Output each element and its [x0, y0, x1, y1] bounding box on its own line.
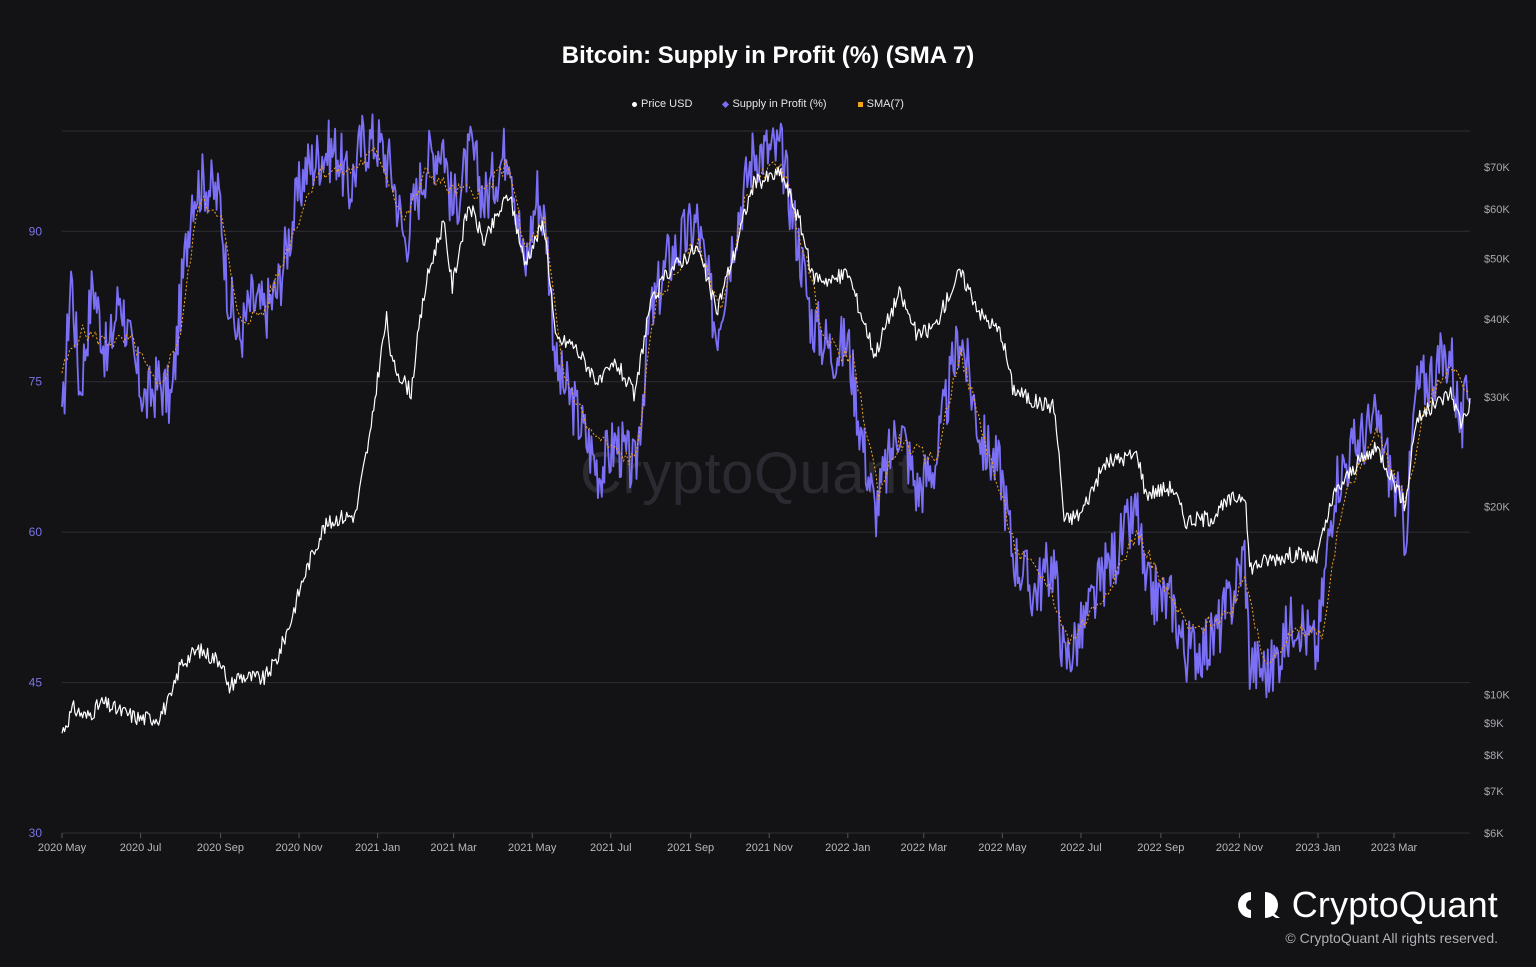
y-left-tick-60: 60 [29, 525, 43, 539]
x-tick-13: 2022 Jul [1060, 842, 1102, 854]
x-tick-0: 2020 May [38, 842, 87, 854]
x-tick-8: 2021 Sep [667, 842, 714, 854]
y-right-tick-0: $6K [1484, 828, 1504, 840]
x-tick-2: 2020 Sep [197, 842, 244, 854]
y-right-tick-10: $70K [1484, 162, 1510, 174]
x-tick-3: 2020 Nov [275, 842, 323, 854]
y-right-tick-4: $10K [1484, 690, 1510, 702]
x-tick-11: 2022 Mar [901, 842, 948, 854]
x-tick-10: 2022 Jan [825, 842, 870, 854]
y-left-tick-90: 90 [29, 224, 43, 238]
copyright-notice: © CryptoQuant All rights reserved. [1285, 930, 1498, 946]
y-right-tick-5: $20K [1484, 502, 1510, 514]
y-left-tick-45: 45 [29, 676, 43, 690]
y-right-tick-6: $30K [1484, 392, 1510, 404]
series-line-price-usd [61, 166, 1471, 734]
x-tick-6: 2021 May [508, 842, 557, 854]
cryptoquant-logo-icon [1237, 892, 1280, 918]
legend: Price USD Supply in Profit (%) SMA(7) [0, 98, 1536, 110]
chart-title: Bitcoin: Supply in Profit (%) (SMA 7) [561, 42, 975, 69]
y-right-tick-8: $50K [1484, 253, 1510, 265]
x-tick-15: 2022 Nov [1216, 842, 1264, 854]
x-tick-1: 2020 Jul [120, 842, 162, 854]
brand-logo: CryptoQuant [1236, 884, 1498, 926]
y-right-tick-3: $9K [1484, 718, 1504, 730]
y-left-tick-75: 75 [29, 375, 43, 389]
series-line-sma7 [61, 146, 1469, 665]
x-tick-9: 2021 Nov [746, 842, 794, 854]
legend-label-sma: SMA(7) [866, 98, 904, 110]
x-tick-7: 2021 Jul [590, 842, 632, 854]
series-line-supply-in-profit [61, 113, 1471, 699]
y-right-tick-7: $40K [1484, 314, 1510, 326]
x-tick-17: 2023 Mar [1371, 842, 1418, 854]
sma-marker-icon [857, 101, 863, 107]
x-tick-14: 2022 Sep [1137, 842, 1184, 854]
legend-item-price[interactable]: Price USD [632, 98, 692, 110]
y-right-tick-9: $60K [1484, 204, 1510, 216]
y-right-tick-1: $7K [1484, 786, 1504, 798]
x-tick-4: 2021 Jan [355, 842, 400, 854]
legend-label-supply: Supply in Profit (%) [732, 98, 827, 110]
legend-item-supply[interactable]: Supply in Profit (%) [722, 98, 827, 110]
legend-item-sma[interactable]: SMA(7) [857, 98, 904, 110]
x-tick-5: 2021 Mar [430, 842, 477, 854]
y-right-tick-2: $8K [1484, 750, 1504, 762]
legend-label-price: Price USD [641, 98, 693, 110]
y-left-tick-30: 30 [29, 826, 43, 840]
price-marker-icon [632, 101, 638, 107]
brand-name: CryptoQuant [1291, 884, 1498, 925]
x-tick-12: 2022 May [978, 842, 1027, 854]
x-tick-16: 2023 Jan [1295, 842, 1340, 854]
